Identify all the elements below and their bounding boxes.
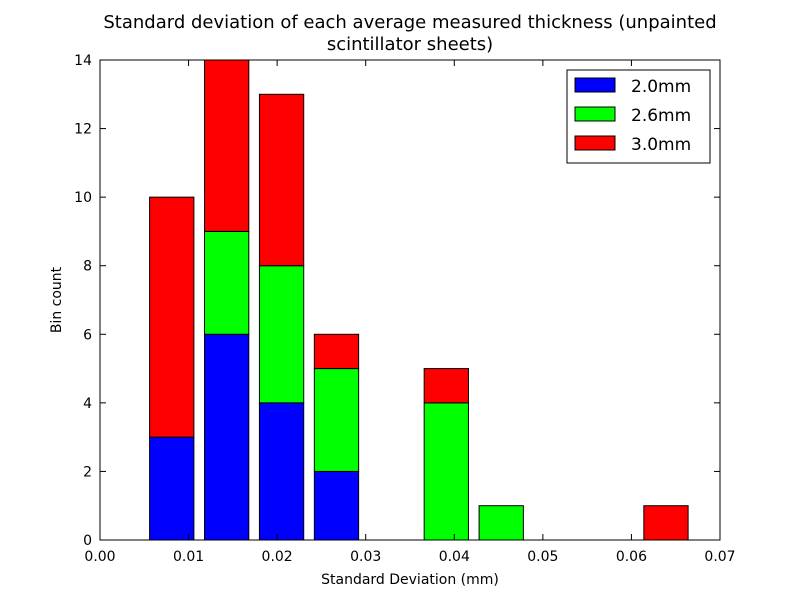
bar-2.6mm-bin-2	[258, 265, 305, 404]
bar-2.0mm-bin-3	[313, 470, 360, 541]
plot-area-frame	[99, 59, 721, 541]
ticks-layer	[99, 59, 721, 541]
y-tick-label: 8	[83, 259, 92, 275]
bar-3.0mm-bin-9	[643, 505, 689, 541]
legend-swatch-2.6mm	[574, 106, 616, 122]
legend-swatch-3.0mm	[574, 135, 616, 151]
legend-label-2.6mm: 2.6mm	[631, 106, 691, 126]
y-tick-label: 2	[83, 464, 92, 480]
bar-2.6mm-bin-1	[204, 230, 250, 335]
chart-title: Standard deviation of each average measu…	[0, 12, 800, 56]
chart-title-line: Standard deviation of each average measu…	[103, 12, 717, 33]
x-tick-label: 0.02	[262, 549, 293, 565]
bar-2.0mm-bin-0	[149, 436, 195, 541]
bar-3.0mm-bin-0	[149, 196, 195, 438]
y-tick-label: 14	[74, 53, 92, 69]
bar-2.6mm-bin-6	[478, 505, 524, 541]
legend-swatch-2.0mm	[574, 77, 616, 93]
x-axis-label: Standard Deviation (mm)	[321, 572, 499, 588]
x-tick-label: 0.05	[527, 549, 558, 565]
x-tick-label: 0.04	[439, 549, 470, 565]
bar-2.6mm-bin-5	[423, 402, 469, 541]
legend-label-2.0mm: 2.0mm	[631, 77, 691, 97]
bar-2.0mm-bin-2	[258, 402, 305, 541]
legend: 2.0mm 2.6mm 3.0mm	[566, 69, 711, 164]
x-tick-label: 0.07	[704, 549, 735, 565]
bar-3.0mm-bin-2	[258, 93, 305, 267]
legend-label-3.0mm: 3.0mm	[631, 135, 691, 155]
y-tick-label: 4	[83, 396, 92, 412]
chart-title-line: scintillator sheets)	[326, 34, 494, 55]
x-tick-label: 0.00	[84, 549, 115, 565]
y-axis-label: Bin count	[49, 266, 65, 333]
x-tick-label: 0.01	[173, 549, 204, 565]
bar-3.0mm-bin-5	[423, 368, 469, 404]
y-tick-label: 10	[74, 190, 92, 206]
legend-items: 2.0mm 2.6mm 3.0mm	[574, 77, 691, 155]
x-tick-label: 0.06	[616, 549, 647, 565]
bar-2.6mm-bin-3	[313, 368, 360, 472]
y-tick-label: 12	[74, 122, 92, 138]
bar-3.0mm-bin-1	[204, 59, 250, 232]
tick-labels-layer: 0.00 0.01 0.02 0.03 0.04 0.05 0.06 0.07 0 2 4 6 8 10 1…	[74, 53, 735, 565]
x-tick-label: 0.03	[350, 549, 381, 565]
bar-3.0mm-bin-3	[313, 333, 360, 370]
bars-layer	[149, 59, 689, 541]
y-tick-label: 6	[83, 327, 92, 343]
y-tick-label: 0	[83, 533, 92, 549]
bar-2.0mm-bin-1	[204, 333, 250, 541]
